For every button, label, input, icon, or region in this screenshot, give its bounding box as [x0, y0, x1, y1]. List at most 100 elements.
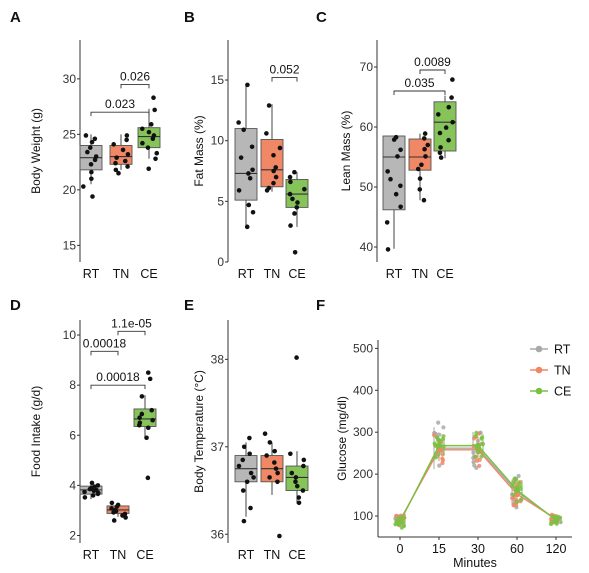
comparison-bracket [117, 330, 146, 336]
data-point-tn [474, 458, 479, 463]
data-point-ce [150, 136, 156, 142]
data-point-ce [147, 376, 153, 382]
comparison-bracket [90, 384, 146, 390]
data-point-ce [139, 394, 145, 399]
data-point-rt [238, 155, 244, 160]
data-point-tn [417, 187, 423, 192]
panel-label-c: C [316, 9, 327, 26]
data-point-ce [292, 211, 297, 216]
data-point-tn [125, 152, 131, 157]
x-tick-label: RT [238, 548, 255, 562]
p-value-label: 0.035 [404, 76, 434, 90]
data-point-ce [149, 407, 155, 413]
data-point-rt [245, 82, 250, 88]
data-point-rt [82, 495, 88, 500]
data-point-rt [398, 147, 403, 153]
y-tick-label: 8 [69, 378, 76, 392]
data-point-ce [151, 95, 156, 101]
panel-b: B 0 5 10 15 Fat Mass (%) RT TN CE 0.052 [184, 9, 309, 281]
data-point-rt [244, 479, 250, 485]
data-point-ce [296, 500, 302, 506]
data-point-ce [145, 370, 151, 375]
y-tick-label: 36 [211, 527, 225, 541]
y-tick-label: 15 [63, 238, 77, 252]
data-point-tn [109, 500, 115, 506]
y-tick-label: 38 [211, 352, 225, 366]
data-point-rt [83, 133, 89, 138]
data-point-rt [95, 483, 101, 488]
data-point-rt [246, 202, 252, 208]
y-tick-label: 30 [63, 72, 77, 86]
data-point-tn [273, 165, 279, 170]
data-point-rt [89, 139, 95, 145]
data-point-rt [250, 209, 256, 215]
data-point-tn [123, 515, 128, 520]
data-point-tn [122, 158, 128, 164]
data-point-tn [273, 466, 279, 471]
x-tick-label: TN [264, 267, 281, 281]
data-point-rt [82, 489, 87, 495]
data-point-tn [271, 168, 276, 174]
x-tick-label: TN [110, 548, 127, 562]
data-point-tn [264, 131, 269, 136]
data-point-tn [415, 166, 421, 172]
data-point-tn [124, 137, 129, 143]
data-point-tn [477, 463, 482, 468]
data-point-ce [288, 179, 293, 185]
y-tick-label: 25 [63, 127, 77, 141]
data-point-rt [236, 188, 242, 193]
data-point-tn [271, 180, 276, 186]
data-point-ce [154, 150, 160, 156]
data-point-tn [264, 188, 270, 193]
y-tick-label: 40 [360, 240, 374, 254]
y-tick-label: 6 [69, 428, 76, 442]
data-point-rt [393, 191, 399, 197]
x-tick-label: TN [264, 548, 281, 562]
data-point-rt [88, 162, 94, 167]
x-tick-label: 30 [471, 542, 485, 556]
data-point-rt [247, 175, 253, 181]
panel-f: F 100 200 300 400 500 0 15 30 60 120 Minutes Glucos… [316, 297, 572, 570]
x-tick-label: TN [412, 267, 429, 281]
legend-marker-tn [535, 366, 543, 374]
panel-label-b: B [184, 9, 195, 26]
data-point-ce [437, 150, 443, 156]
data-point-rt [391, 137, 397, 142]
x-axis-label: Minutes [453, 556, 497, 570]
y-tick-label: 200 [353, 467, 373, 481]
data-point-rt [472, 463, 477, 468]
data-point-ce [518, 484, 523, 489]
legend-label-ce: CE [554, 385, 571, 399]
panel-d: D 2 4 6 8 10 Food Intake (g/d) RT TN CE 0.00018 0.… [10, 297, 157, 562]
mean-point-ce [553, 517, 559, 524]
data-point-ce [139, 411, 145, 417]
x-tick-label: RT [83, 267, 100, 281]
data-point-tn [111, 518, 117, 523]
data-point-rt [437, 432, 442, 437]
p-value-label: 0.0089 [414, 55, 451, 69]
data-point-ce [476, 450, 482, 455]
data-point-ce [289, 470, 295, 476]
comparison-bracket [120, 83, 150, 89]
data-point-rt [90, 493, 96, 498]
y-axis-label: Glucose (mg/dl) [335, 396, 349, 481]
data-point-ce [293, 475, 299, 480]
data-point-ce [140, 140, 145, 146]
comparison-bracket [419, 69, 446, 74]
data-point-ce [450, 77, 455, 82]
data-point-rt [248, 505, 253, 511]
x-tick-label: TN [113, 267, 130, 281]
data-point-tn [267, 475, 272, 480]
data-point-ce [287, 191, 293, 197]
data-point-tn [113, 160, 118, 166]
data-point-tn [440, 456, 445, 461]
comparison-bracket [393, 90, 446, 95]
data-point-ce [511, 492, 516, 497]
data-point-ce [443, 125, 449, 130]
data-point-rt [87, 145, 93, 150]
data-point-ce [515, 499, 520, 505]
y-tick-label: 15 [211, 73, 225, 87]
data-point-ce [519, 497, 524, 502]
p-value-label: 0.023 [105, 97, 135, 111]
data-point-tn [262, 431, 268, 436]
